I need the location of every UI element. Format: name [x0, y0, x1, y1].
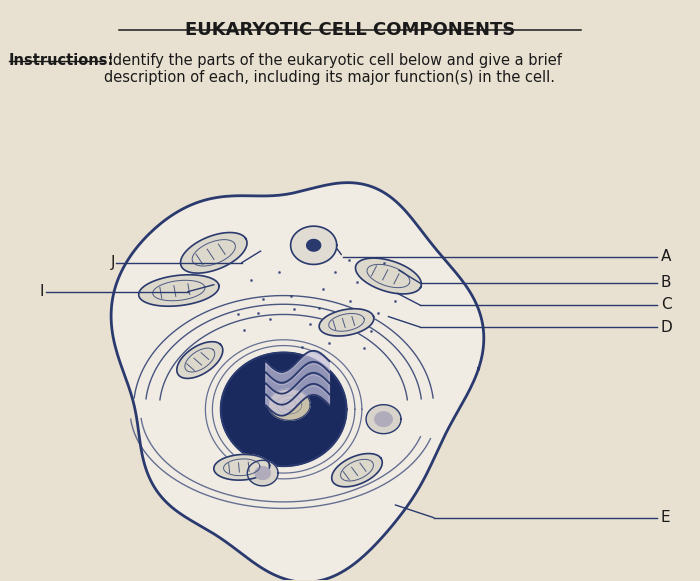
Polygon shape — [356, 258, 421, 294]
Polygon shape — [181, 232, 247, 273]
Polygon shape — [111, 182, 484, 581]
Text: E: E — [661, 510, 671, 525]
Polygon shape — [220, 353, 346, 466]
Polygon shape — [268, 389, 310, 420]
Polygon shape — [319, 309, 374, 336]
Polygon shape — [266, 353, 330, 383]
Polygon shape — [374, 412, 392, 426]
Polygon shape — [366, 405, 401, 433]
Text: C: C — [661, 297, 671, 313]
Text: A: A — [661, 249, 671, 264]
Polygon shape — [177, 342, 223, 378]
Text: EUKARYOTIC CELL COMPONENTS: EUKARYOTIC CELL COMPONENTS — [185, 21, 515, 39]
Polygon shape — [307, 239, 321, 251]
Text: Instructions:: Instructions: — [9, 53, 115, 68]
Polygon shape — [139, 275, 219, 306]
Polygon shape — [214, 454, 270, 480]
Polygon shape — [247, 460, 278, 486]
Polygon shape — [266, 386, 330, 415]
Text: Identify the parts of the eukaryotic cell below and give a brief
description of : Identify the parts of the eukaryotic cel… — [104, 53, 562, 85]
Text: B: B — [661, 275, 671, 290]
Text: D: D — [661, 320, 673, 335]
Polygon shape — [266, 364, 330, 394]
Text: I: I — [39, 284, 43, 299]
Polygon shape — [255, 467, 270, 479]
Polygon shape — [290, 226, 337, 264]
Text: J: J — [111, 255, 116, 270]
Polygon shape — [266, 375, 330, 405]
Polygon shape — [332, 454, 382, 487]
